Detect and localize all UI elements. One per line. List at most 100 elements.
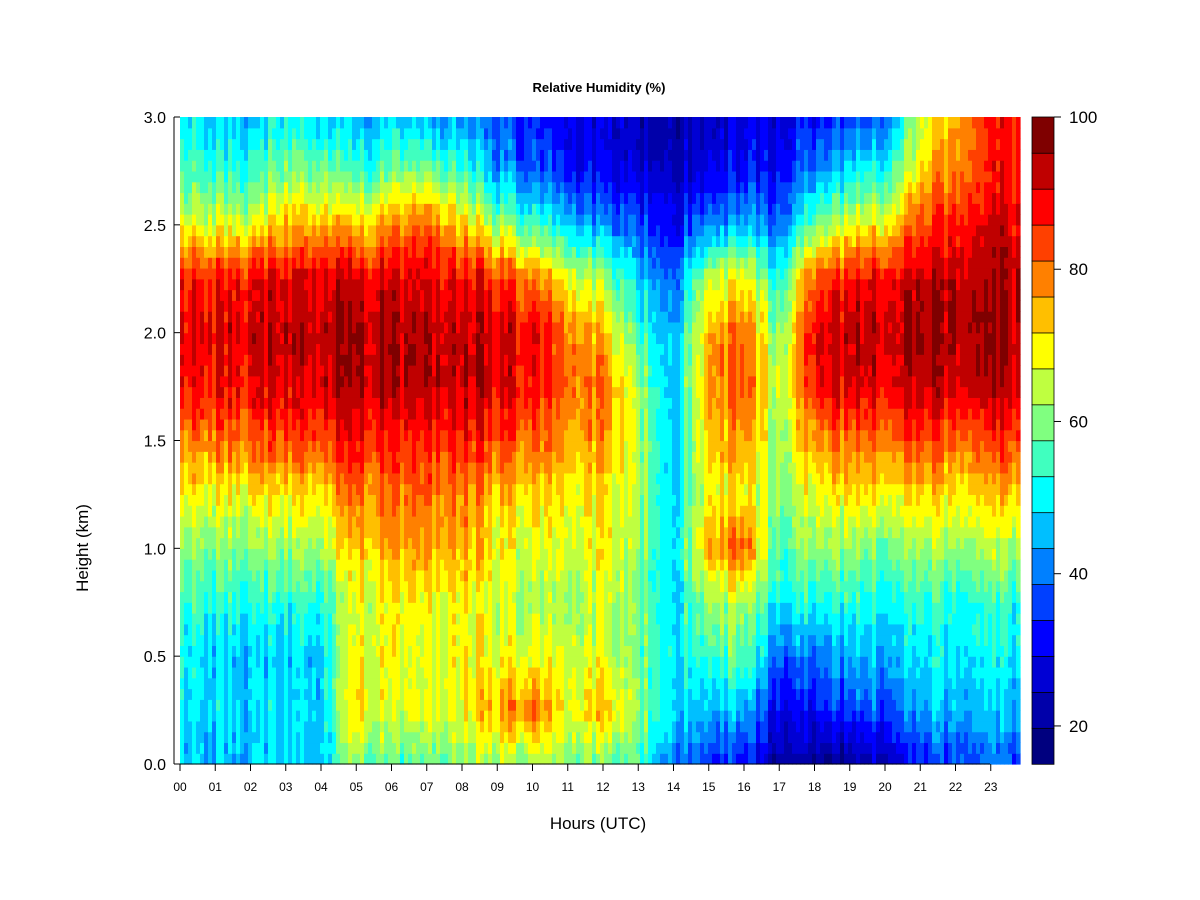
heatmap-cell (496, 515, 501, 528)
heatmap-cell (292, 192, 297, 204)
heatmap-cell (324, 623, 329, 636)
heatmap-cell (356, 365, 361, 377)
heatmap-cell (376, 483, 381, 496)
heatmap-cell (364, 365, 369, 377)
heatmap-cell (188, 440, 193, 452)
heatmap-cell (364, 343, 369, 355)
heatmap-cell (496, 742, 501, 754)
heatmap-cell (480, 354, 485, 366)
heatmap-cell (268, 688, 273, 700)
heatmap-cell (420, 192, 425, 204)
heatmap-cell (460, 559, 465, 571)
heatmap-cell (188, 289, 193, 301)
heatmap-cell (180, 321, 185, 334)
heatmap-cell (396, 365, 401, 377)
heatmap-cell (404, 688, 409, 700)
heatmap-cell (412, 677, 417, 690)
heatmap-cell (448, 246, 453, 258)
heatmap-cell (512, 645, 517, 657)
heatmap-cell (408, 235, 413, 247)
heatmap-cell (392, 688, 397, 700)
heatmap-cell (368, 181, 373, 194)
heatmap-cell (308, 321, 313, 334)
heatmap-cell (336, 515, 341, 528)
heatmap-cell (404, 602, 409, 614)
heatmap-cell (252, 160, 257, 172)
heatmap-cell (376, 127, 381, 140)
heatmap-cell (288, 634, 293, 646)
heatmap-cell (396, 580, 401, 593)
heatmap-cell (320, 483, 325, 496)
heatmap-cell (420, 731, 425, 744)
heatmap-cell (436, 656, 441, 668)
heatmap-cell (308, 365, 313, 377)
heatmap-cell (240, 192, 245, 204)
heatmap-cell (316, 138, 321, 150)
heatmap-cell (460, 742, 465, 754)
heatmap-cell (236, 623, 241, 636)
heatmap-cell (232, 515, 237, 528)
heatmap-cell (316, 117, 321, 129)
heatmap-cell (184, 224, 189, 237)
heatmap-cell (480, 742, 485, 754)
heatmap-cell (224, 569, 229, 582)
heatmap-cell (300, 181, 305, 194)
heatmap-cell (376, 181, 381, 194)
heatmap-cell (276, 483, 281, 496)
heatmap-cell (500, 537, 505, 549)
heatmap-cell (288, 386, 293, 398)
heatmap-cell (204, 127, 209, 140)
heatmap-cell (296, 418, 301, 431)
heatmap-cell (432, 656, 437, 668)
heatmap-cell (204, 235, 209, 247)
heatmap-cell (308, 710, 313, 722)
heatmap-cell (460, 429, 465, 442)
heatmap-cell (292, 462, 297, 474)
heatmap-cell (468, 440, 473, 452)
heatmap-cell (380, 548, 385, 560)
heatmap-cell (240, 688, 245, 700)
heatmap-cell (312, 311, 317, 323)
heatmap-cell (264, 214, 269, 226)
heatmap-cell (268, 246, 273, 258)
heatmap-cell (460, 440, 465, 452)
heatmap-cell (488, 343, 493, 355)
heatmap-cell (220, 623, 225, 636)
heatmap-cell (184, 149, 189, 161)
heatmap-cell (320, 257, 325, 269)
heatmap-cell (380, 257, 385, 269)
heatmap-cell (468, 537, 473, 549)
heatmap-cell (508, 526, 513, 539)
heatmap-cell (500, 386, 505, 398)
heatmap-cell (300, 720, 305, 733)
heatmap-cell (372, 440, 377, 452)
heatmap-cell (236, 677, 241, 690)
heatmap-cell (444, 623, 449, 636)
heatmap-cell (260, 580, 265, 593)
heatmap-cell (432, 408, 437, 420)
heatmap-cell (508, 224, 513, 237)
heatmap-cell (424, 559, 429, 571)
heatmap-cell (424, 117, 429, 129)
heatmap-cell (244, 321, 249, 334)
heatmap-cell (436, 278, 441, 291)
heatmap-cell (296, 666, 301, 679)
heatmap-cell (484, 214, 489, 226)
heatmap-cell (184, 257, 189, 269)
heatmap-cell (372, 192, 377, 204)
heatmap-cell (468, 235, 473, 247)
heatmap-cell (372, 559, 377, 571)
heatmap-cell (428, 483, 433, 496)
heatmap-cell (456, 515, 461, 528)
heatmap-cell (460, 569, 465, 582)
heatmap-cell (412, 505, 417, 517)
heatmap-cell (424, 666, 429, 679)
heatmap-cell (348, 365, 353, 377)
heatmap-cell (464, 472, 469, 485)
heatmap-cell (304, 375, 309, 388)
heatmap-cell (440, 580, 445, 593)
heatmap-cell (456, 235, 461, 247)
heatmap-cell (180, 688, 185, 700)
heatmap-cell (296, 699, 301, 711)
heatmap-cell (500, 365, 505, 377)
